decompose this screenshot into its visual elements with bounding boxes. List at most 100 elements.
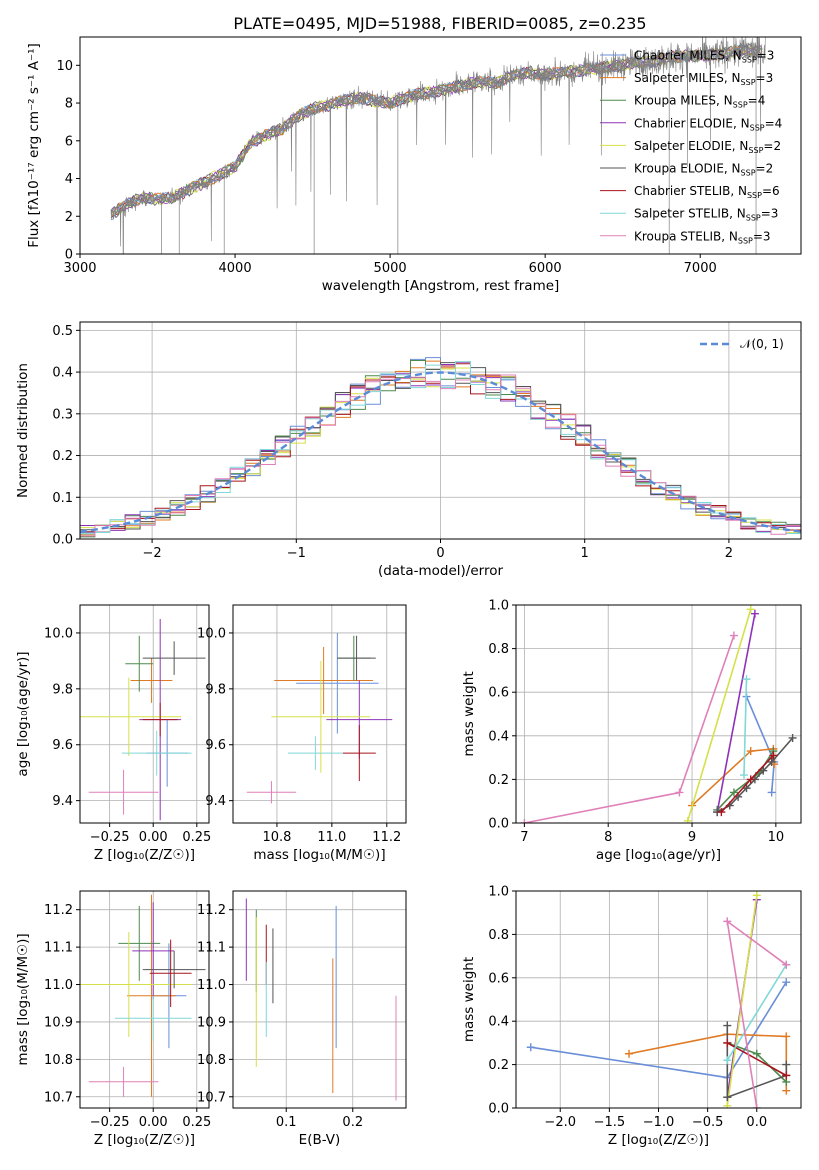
panel-mass-vs-EBV: 0.1 0.2 10.7 10.8 10.9 11.0 11.1 11.2 E(B-V) [197,890,407,1148]
x-tick-label: 7 [520,830,528,845]
data-point [80,677,182,756]
weight-marker [752,891,761,900]
normal-curve [80,371,801,533]
legend-label: 𝒩(0, 1) [740,337,784,351]
x-tick-label: −1.5 [594,1115,626,1130]
weight-marker [729,631,738,640]
panel-weight-vs-Z: −2.0 −1.5 −1.0 −0.5 0.0 0.0 0.2 0.4 0.6 0.8 1.0 Z [… [461,885,802,1148]
weight-marker [782,1032,791,1041]
legend-label: Salpeter ELODIE, NSSP=2 [634,139,781,155]
weight-marker [769,751,778,760]
y-tick-label: 1.0 [488,599,509,614]
y-tick-label: 0.0 [52,533,73,548]
panel-weight-vs-age: 7 8 9 10 0.0 0.2 0.4 0.6 0.8 1.0 age [log₁₀(age/yr… [461,599,802,863]
y-tick-label: 9.8 [205,682,226,697]
legend-label: Chabrier STELIB, NSSP=6 [634,184,780,200]
data-point [342,725,376,782]
y-tick-label: 0 [65,248,73,263]
y-tick-label: 1.0 [488,885,509,900]
weight-marker [782,978,791,987]
weight-marker [675,788,684,797]
y-tick-label: 11.1 [197,941,226,956]
y-tick-label: 0.2 [52,449,73,464]
y-tick-label: 10.8 [197,1053,226,1068]
weight-line [716,613,756,813]
x-tick-label: 7000 [684,261,717,276]
weight-marker [746,775,755,784]
plot-area [80,894,206,1097]
legend-label: Kroupa ELODIE, NSSP=2 [634,162,773,178]
y-tick-label: 0.1 [52,491,73,506]
x-tick-label: 10.8 [262,830,291,845]
plot-area [520,605,797,823]
data-point [88,769,159,815]
weight-marker [767,757,776,766]
y-tick-label: 11.0 [197,978,226,993]
y-tick-label: 0.0 [488,817,509,832]
data-point [296,632,379,734]
panel-residuals: −2 −1 0 1 2 0.0 0.1 0.2 0.3 0.4 0.5 (data-model)/er… [15,321,802,579]
axes-frame [79,890,210,1109]
y-tick-label: 11.0 [44,978,73,993]
data-point [274,646,374,714]
y-axis-label: Flux [fλ10⁻¹⁷ erg cm⁻² s⁻¹ A⁻¹] [26,43,42,248]
axes-frame [515,890,802,1109]
weight-marker [746,747,755,756]
weight-marker [683,816,692,823]
x-tick-label: 3000 [63,261,96,276]
y-tick-label: 0.8 [488,928,509,943]
weight-marker [520,819,529,823]
plot-area [526,891,791,1108]
y-tick-label: 0.4 [488,1015,509,1030]
weight-line [687,609,752,822]
panel-mass-vs-Z: −0.25 0.00 0.25 10.7 10.8 10.9 11.0 11.1 11.2 Z [… [15,890,211,1148]
y-axis-label: Normed distribution [15,363,31,498]
legend-label: Kroupa STELIB, NSSP=3 [634,229,771,245]
y-axis-label: mass [log₁₀(M/M☉)] [15,933,31,1065]
data-point [142,950,206,989]
data-point [80,932,192,1037]
x-tick-label: 0.00 [139,830,168,845]
data-point [142,702,178,737]
weight-line [726,964,787,1061]
x-axis-label: Z [log₁₀(Z/Z☉)] [94,1132,195,1148]
weight-marker [625,1049,634,1058]
weight-line [726,1042,787,1077]
x-tick-label: 8 [604,830,612,845]
plot-area [80,618,206,821]
data-point [121,730,192,776]
x-tick-label: 5000 [374,261,407,276]
x-tick-label: 0.0 [746,1115,767,1130]
plot-area [246,632,393,804]
weight-marker [752,1049,761,1058]
axes-frame [232,604,407,824]
weight-line [716,750,774,811]
weight-marker [723,1093,732,1102]
y-tick-label: 0.4 [488,729,509,744]
weight-marker [723,1101,732,1108]
data-point [271,660,371,773]
panel-age-vs-mass: 10.8 11.0 11.2 9.4 9.6 9.8 10.0 mass [log₁₀(M/M… [197,604,407,863]
weight-marker [723,1021,732,1030]
plot-area [110,37,766,254]
weight-marker [746,605,755,614]
x-tick-label: −2 [143,546,162,561]
x-axis-label: (data-model)/error [378,563,504,579]
data-point [142,641,206,675]
y-tick-label: 10.0 [44,626,73,641]
y-tick-label: 9.8 [52,682,73,697]
weight-marker [740,771,748,780]
legend-label: Kroupa MILES, NSSP=4 [634,94,765,110]
weight-marker [723,1056,732,1065]
y-tick-label: 0.5 [52,324,73,339]
y-tick-label: 2 [65,210,73,225]
weight-line [720,754,774,813]
weight-line [743,679,748,776]
axes-frame [79,321,802,540]
x-tick-label: 10 [768,830,785,845]
y-axis-label: mass weight [461,671,477,756]
x-axis-label: wavelength [Angstrom, rest frame] [322,278,560,294]
x-tick-label: −0.25 [90,830,130,845]
legend-label: Chabrier MILES, NSSP=3 [634,49,774,65]
weight-line [691,748,775,807]
